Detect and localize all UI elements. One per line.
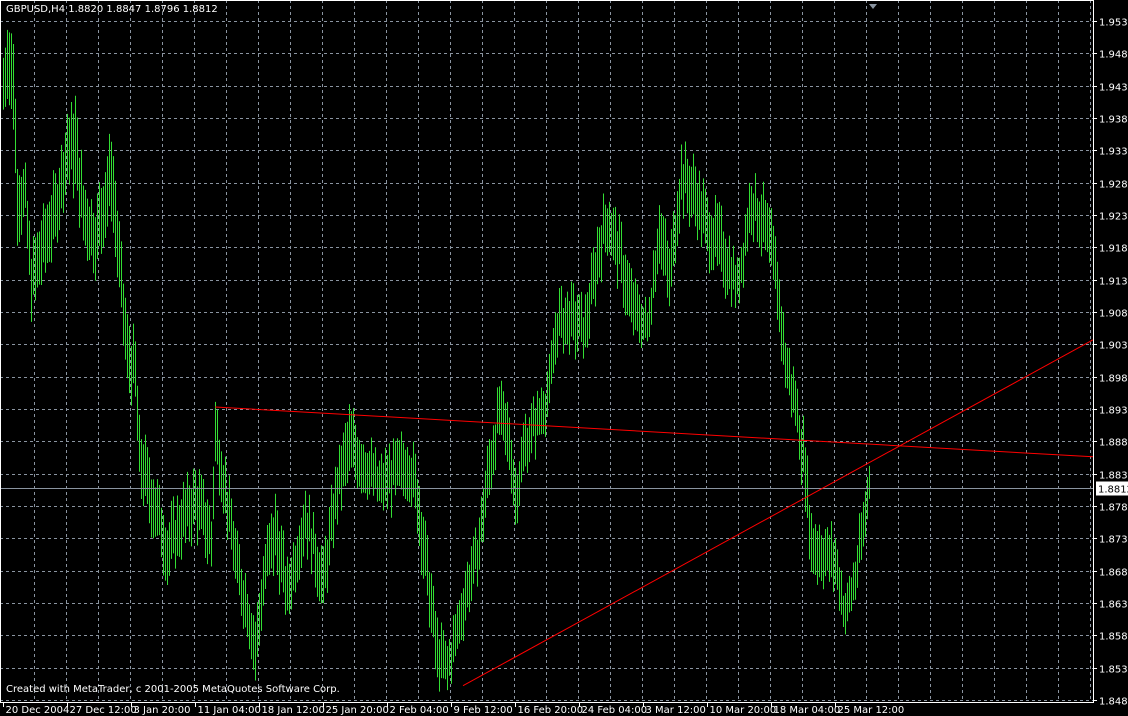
price-tick-label: 1.8835	[1099, 471, 1128, 482]
price-tick-label: 1.9185	[1099, 244, 1128, 255]
time-tick-label: 25 Mar 12:00	[838, 705, 905, 716]
time-tick-label: 10 Mar 20:00	[710, 705, 777, 716]
price-tick-label: 1.9085	[1099, 309, 1128, 320]
price-tick-label: 1.8485	[1099, 697, 1128, 708]
time-tick-label: 11 Jan 04:00	[198, 705, 261, 716]
time-tick-label: 16 Feb 20:00	[518, 705, 584, 716]
price-tick-label: 1.9035	[1099, 341, 1128, 352]
price-tick-label: 1.8985	[1099, 374, 1128, 385]
price-tick-label: 1.8635	[1099, 600, 1128, 611]
price-tick-label: 1.8935	[1099, 406, 1128, 417]
price-tick-label: 1.9135	[1099, 277, 1128, 288]
time-tick-label: 2 Feb 04:00	[390, 705, 449, 716]
chart-shift-marker-icon[interactable]	[869, 4, 877, 9]
price-tick-label: 1.8785	[1099, 503, 1128, 514]
bid-price-box	[1096, 481, 1128, 496]
price-tick-label: 1.8735	[1099, 535, 1128, 546]
price-tick-label: 1.9485	[1099, 50, 1128, 61]
price-tick-label: 1.9335	[1099, 147, 1128, 158]
price-tick-label: 1.9535	[1099, 18, 1128, 29]
time-tick-label: 25 Jan 20:00	[326, 705, 389, 716]
time-tick-label: 3 Mar 12:00	[646, 705, 706, 716]
price-tick-label: 1.8885	[1099, 438, 1128, 449]
price-tick-label: 1.9385	[1099, 115, 1128, 126]
price-tick-label: 1.9285	[1099, 180, 1128, 191]
grid	[0, 0, 1093, 702]
credit-text: Created with MetaTrader, c 2001-2005 Met…	[6, 684, 340, 695]
price-tick-label: 1.9435	[1099, 83, 1128, 94]
symbol-header: GBPUSD,H4 1.8820 1.8847 1.8796 1.8812	[6, 4, 218, 15]
trendline[interactable]	[214, 406, 1094, 458]
time-tick-label: 27 Dec 12:00	[70, 705, 137, 716]
time-tick-label: 18 Jan 12:00	[262, 705, 325, 716]
time-tick-label: 3 Jan 20:00	[134, 705, 191, 716]
time-tick-label: 20 Dec 2004	[6, 705, 70, 716]
plot-frame	[0, 0, 1094, 703]
time-tick-label: 9 Feb 12:00	[454, 705, 513, 716]
price-tick-label: 1.8685	[1099, 568, 1128, 579]
trendline[interactable]	[462, 339, 1094, 687]
trendlines	[0, 339, 1094, 687]
time-tick-label: 18 Mar 04:00	[774, 705, 841, 716]
time-tick-label: 24 Feb 04:00	[582, 705, 648, 716]
bid-price-label: 1.8812	[1098, 485, 1128, 496]
price-tick-label: 1.8585	[1099, 632, 1128, 643]
price-tick-label: 1.8535	[1099, 665, 1128, 676]
price-tick-label: 1.9235	[1099, 212, 1128, 223]
price-bars	[3, 29, 870, 692]
